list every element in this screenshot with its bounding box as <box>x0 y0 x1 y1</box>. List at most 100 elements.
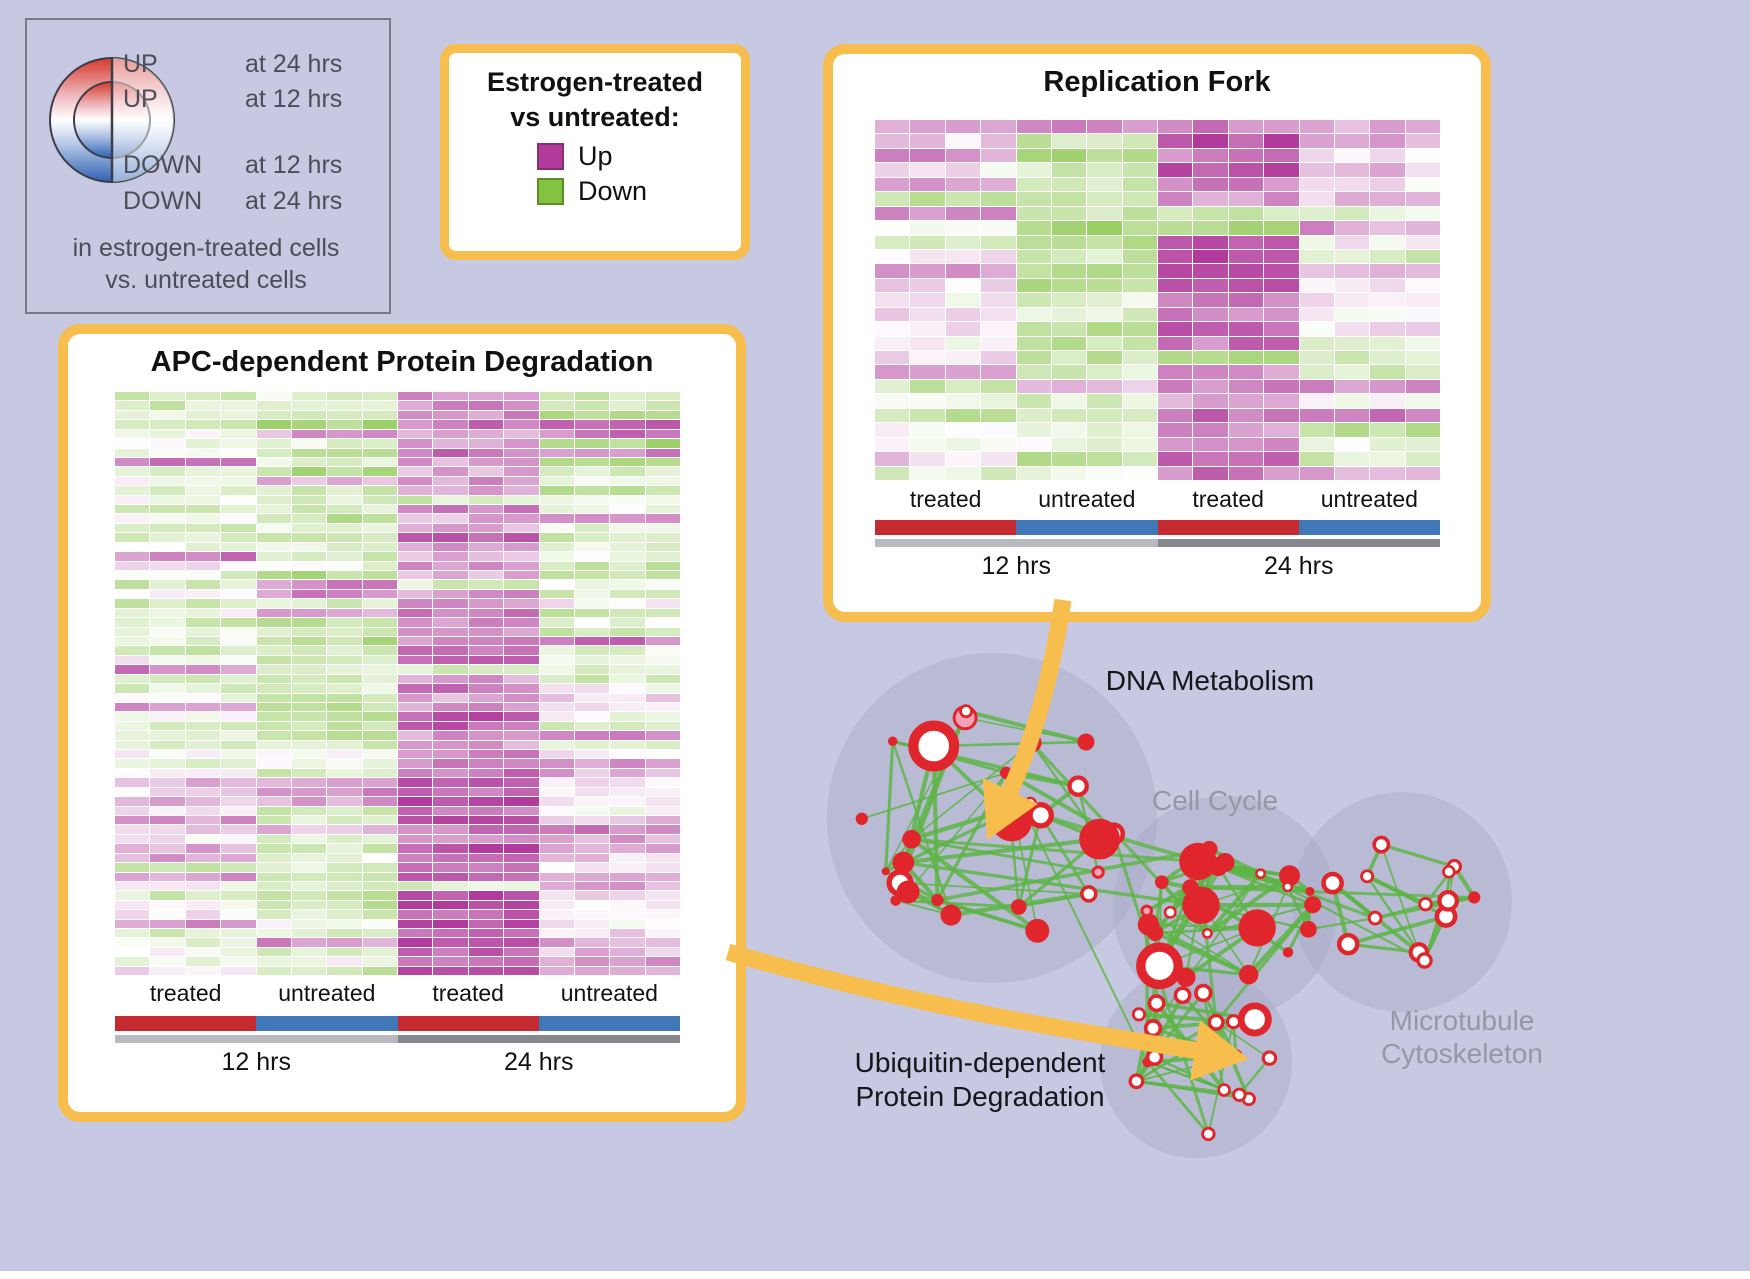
heatmap-cell <box>185 392 221 401</box>
heatmap-cell <box>1228 336 1264 350</box>
heatmap-cell <box>539 523 574 533</box>
heatmap-cell <box>1158 264 1193 278</box>
network-edge <box>1147 1061 1250 1100</box>
heatmap-cell <box>468 910 504 919</box>
heatmap-cell <box>1087 423 1122 437</box>
network-node <box>1217 1083 1231 1097</box>
heatmap-row <box>115 806 680 815</box>
heatmap-cell <box>875 177 910 192</box>
heatmap-cell <box>539 580 574 589</box>
heatmap-cell <box>910 163 945 177</box>
heatmap-cell <box>645 457 680 467</box>
network-edge <box>1153 932 1162 967</box>
heatmap-cell <box>115 467 150 476</box>
heatmap-cell <box>221 806 256 815</box>
network-node <box>1232 1087 1247 1103</box>
heatmap-cell <box>1158 293 1193 307</box>
heatmap-cell <box>1228 249 1264 264</box>
heatmap-row <box>875 365 1440 379</box>
network-node <box>1079 818 1120 860</box>
heatmap-cell <box>468 674 504 684</box>
heatmap-cell <box>1193 120 1228 134</box>
heatmap-cell <box>1051 134 1087 148</box>
heatmap-cell <box>362 486 397 495</box>
heatmap-cell <box>504 815 539 825</box>
heatmap-cell <box>539 552 574 561</box>
heatmap-cell <box>610 740 645 750</box>
heatmap-cell <box>115 797 150 806</box>
heatmap-cell <box>1122 365 1157 379</box>
heatmap-row <box>875 163 1440 177</box>
heatmap-cell <box>539 863 574 872</box>
heatmap-cell <box>398 392 433 401</box>
heatmap-row <box>115 486 680 495</box>
heatmap-cell <box>610 787 645 797</box>
heatmap-row <box>115 778 680 787</box>
heatmap-cell <box>468 834 504 844</box>
heatmap-cell <box>539 561 574 571</box>
heatmap-cell <box>185 966 221 976</box>
heatmap-cell <box>875 264 910 278</box>
replication-fork-heatmap <box>875 120 1440 480</box>
network-edge <box>1445 866 1456 917</box>
heatmap-cell <box>504 439 539 448</box>
heatmap-cell <box>327 665 362 674</box>
heatmap-cell <box>1228 408 1264 423</box>
heatmap-cell <box>945 264 981 278</box>
heatmap-cell <box>221 966 256 976</box>
heatmap-cell <box>291 712 327 721</box>
heatmap-cell <box>185 910 221 919</box>
heatmap-cell <box>433 740 468 750</box>
network-node <box>855 812 868 825</box>
estrogen-legend-title: Estrogen-treated vs untreated: <box>449 65 741 135</box>
heatmap-cell <box>574 646 610 655</box>
heatmap-cell <box>945 235 981 249</box>
heatmap-cell <box>468 523 504 533</box>
heatmap-cell <box>1228 221 1264 235</box>
heatmap-cell <box>115 966 150 976</box>
heatmap-cell <box>1299 466 1334 480</box>
heatmap-cell <box>645 853 680 863</box>
heatmap-row <box>115 655 680 665</box>
heatmap-cell <box>1264 163 1299 177</box>
heatmap-cell <box>150 806 185 815</box>
network-edge <box>1159 964 1249 977</box>
heatmap-cell <box>1193 192 1228 206</box>
heatmap-cell <box>504 891 539 900</box>
heatmap-cell <box>875 134 910 148</box>
network-node <box>1238 964 1259 985</box>
heatmap-cell <box>291 768 327 778</box>
heatmap-cell <box>645 561 680 571</box>
heatmap-cell <box>468 768 504 778</box>
network-node <box>1238 909 1276 947</box>
heatmap-cell <box>221 561 256 571</box>
heatmap-cell <box>221 778 256 787</box>
heatmap-cell <box>221 401 256 410</box>
heatmap-cell <box>504 580 539 589</box>
heatmap-cell <box>150 693 185 702</box>
heatmap-cell <box>115 957 150 966</box>
heatmap-cell <box>115 410 150 420</box>
heatmap-cell <box>398 467 433 476</box>
heatmap-cell <box>574 542 610 552</box>
heatmap-cell <box>291 495 327 505</box>
heatmap-row <box>115 966 680 976</box>
heatmap-cell <box>221 552 256 561</box>
heatmap-cell <box>433 825 468 834</box>
heatmap-cell <box>875 408 910 423</box>
heatmap-cell <box>574 768 610 778</box>
heatmap-cell <box>468 881 504 891</box>
heatmap-cell <box>327 834 362 844</box>
heatmap-cell <box>291 797 327 806</box>
heatmap-row <box>115 627 680 636</box>
heatmap-cell <box>291 900 327 910</box>
heatmap-cell <box>433 768 468 778</box>
heatmap-cell <box>115 759 150 768</box>
heatmap-cell <box>1051 466 1087 480</box>
network-node <box>1437 889 1460 912</box>
heatmap-cell <box>221 750 256 759</box>
heatmap-row <box>875 452 1440 466</box>
heatmap-cell <box>398 891 433 900</box>
heatmap-cell <box>610 627 645 636</box>
heatmap-cell <box>150 825 185 834</box>
